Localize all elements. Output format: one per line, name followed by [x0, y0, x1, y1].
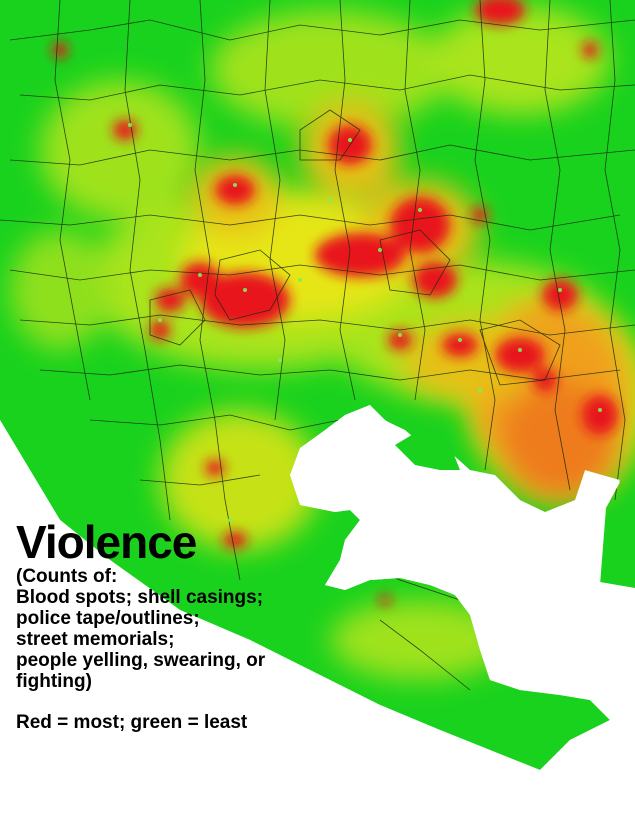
hotspots: [52, 0, 618, 605]
harbor-water: [0, 405, 635, 825]
legend-subtitle-line: fighting): [16, 671, 92, 692]
observation-dots: [128, 123, 602, 522]
legend-subtitle-line: people yelling, swearing, or: [16, 650, 266, 671]
neighborhood-boundaries: [0, 0, 635, 691]
legend-subtitle-line: street memorials;: [16, 629, 175, 650]
legend-title: Violence: [16, 516, 197, 568]
map-legend: Violence (Counts of: Blood spots; shell …: [16, 518, 265, 733]
legend-subtitle-line: police tape/outlines;: [16, 608, 200, 629]
legend-subtitle-line: Blood spots; shell casings;: [16, 587, 264, 608]
legend-subtitle-line: (Counts of:: [16, 566, 118, 587]
legend-color-key: Red = most; green = least: [16, 712, 248, 733]
